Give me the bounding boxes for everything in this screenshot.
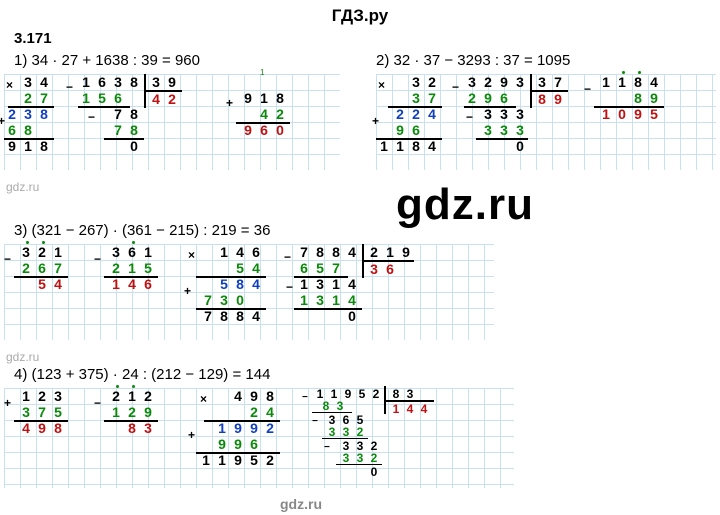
watermark-2: gdz.ru xyxy=(6,350,39,364)
calc-grid-4: + 123 375 498 − 212 129 83 × 498 24 1992… xyxy=(4,388,514,488)
problem-1-eq: 1) 34 · 27 + 1638 : 39 = 960 xyxy=(14,52,200,69)
site-header: ГДЗ.ру xyxy=(0,0,720,30)
problem-3-eq: 3) (321 − 267) · (361 − 215) : 219 = 36 xyxy=(14,222,270,239)
watermark-1: gdz.ru xyxy=(6,180,39,194)
watermark-bottom: gdz.ru xyxy=(280,496,322,512)
problem-4-eq: 4) (123 + 375) · 24 : (212 − 129) = 144 xyxy=(14,366,270,383)
exercise-number: 3.171 xyxy=(0,30,720,51)
calc-grid-3: − 321 267 54 − 361 215 146 × 146 54 584 … xyxy=(4,244,494,340)
problem-2-eq: 2) 32 · 37 − 3293 : 37 = 1095 xyxy=(376,52,570,69)
calc-grid-2: × 32 37 224 + 96 1184 − 3293 37 296 89 −… xyxy=(376,74,716,170)
watermark-big: gdz.ru xyxy=(396,180,534,230)
calc-grid-1: × 34 27 238 + 68 918 − 1638 39 156 42 − … xyxy=(4,74,340,170)
